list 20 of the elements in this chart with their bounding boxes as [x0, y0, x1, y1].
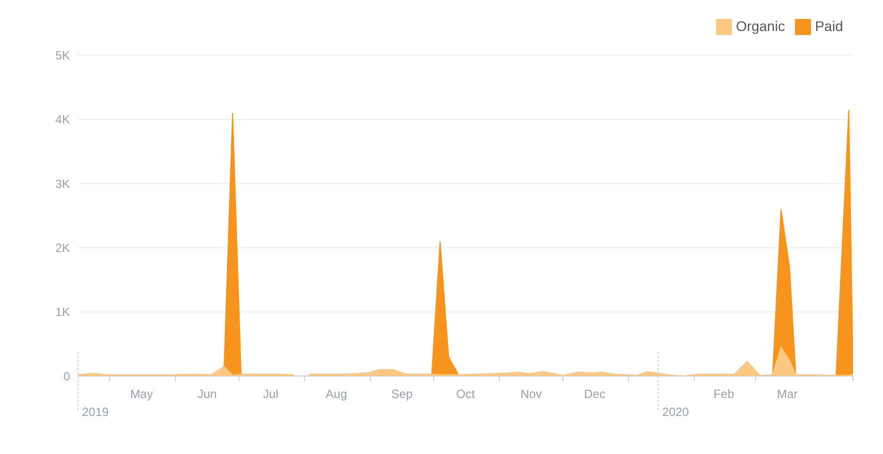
- y-tick-label: 5K: [55, 48, 70, 63]
- x-tick-label: Jun: [197, 387, 217, 401]
- x-tick-label: Oct: [456, 387, 476, 401]
- x-tick-label: Feb: [713, 387, 734, 401]
- y-tick-label: 1K: [55, 305, 70, 320]
- legend-label: Paid: [814, 18, 843, 34]
- x-tick-label: Sep: [391, 387, 413, 401]
- x-tick-label: Aug: [326, 387, 348, 401]
- y-tick-label: 3K: [55, 176, 70, 191]
- y-tick-label: 0: [63, 369, 70, 384]
- x-tick-label: Nov: [520, 387, 542, 401]
- x-tick-label: Dec: [584, 387, 606, 401]
- x-tick-label: May: [130, 387, 153, 401]
- y-tick-label: 4K: [55, 112, 70, 127]
- x-tick-label: Jul: [263, 387, 278, 401]
- ref-line-label: 2019: [82, 405, 110, 419]
- legend-label: Organic: [736, 18, 785, 34]
- y-tick-label: 2K: [55, 240, 70, 255]
- x-tick-label: Mar: [777, 387, 798, 401]
- ref-line-label: 2020: [662, 405, 690, 419]
